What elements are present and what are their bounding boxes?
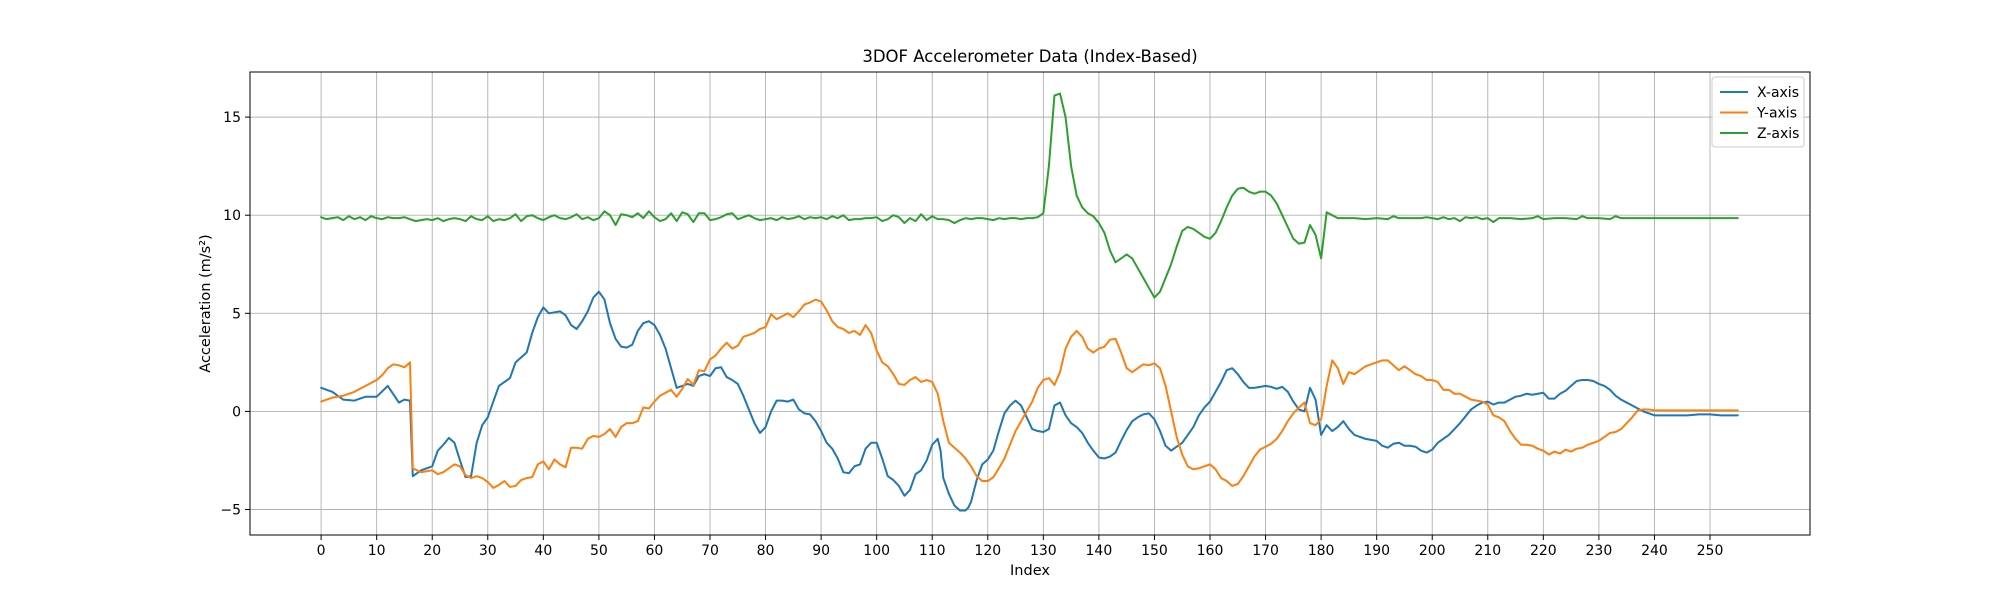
x-tick-label: 70 — [701, 543, 719, 559]
x-tick-label: 140 — [1086, 543, 1113, 559]
y-axis-label: Acceleration (m/s²) — [198, 234, 214, 372]
chart-title: 3DOF Accelerometer Data (Index-Based) — [862, 47, 1197, 66]
x-tick-label: 120 — [974, 543, 1001, 559]
y-tick-label: 5 — [232, 306, 241, 322]
x-tick-label: 240 — [1641, 543, 1668, 559]
legend-label-x-axis: X-axis — [1757, 85, 1799, 101]
x-tick-label: 40 — [534, 543, 552, 559]
x-tick-label: 160 — [1197, 543, 1224, 559]
x-tick-label: 220 — [1530, 543, 1557, 559]
x-tick-label: 60 — [646, 543, 664, 559]
x-tick-label: 250 — [1697, 543, 1724, 559]
x-tick-label: 230 — [1586, 543, 1613, 559]
legend-label-y-axis: Y-axis — [1756, 106, 1797, 122]
grid-layer — [250, 72, 1810, 535]
x-tick-label: 20 — [423, 543, 441, 559]
legend-box — [1711, 76, 1805, 148]
y-tick-label: 0 — [232, 404, 241, 420]
x-tick-label: 50 — [590, 543, 608, 559]
series-line-z-axis — [320, 92, 1739, 299]
x-tick-label: 90 — [812, 543, 830, 559]
x-tick-label: 200 — [1419, 543, 1446, 559]
x-tick-label: 0 — [317, 543, 326, 559]
x-tick-label: 180 — [1308, 543, 1335, 559]
legend-label-z-axis: Z-axis — [1757, 126, 1799, 142]
x-axis-label: Index — [1010, 563, 1050, 579]
x-tick-label: 100 — [863, 543, 890, 559]
x-tick-label: 170 — [1252, 543, 1279, 559]
y-tick-label: 10 — [223, 208, 241, 224]
tick-layer: 0 10 20 30 40 50 60 70 80 90 100 110 120 130 140 150 160… — [220, 110, 1723, 559]
x-tick-label: 130 — [1030, 543, 1057, 559]
plot-layer — [320, 92, 1739, 512]
x-tick-label: 80 — [757, 543, 775, 559]
y-tick-label: 15 — [223, 110, 241, 126]
x-tick-label: 30 — [479, 543, 497, 559]
plot-frame — [249, 71, 1811, 536]
series-line-x-axis — [320, 290, 1739, 512]
series-line-y-axis — [320, 298, 1739, 489]
y-tick-label: −5 — [220, 502, 241, 518]
legend: X-axis Y-axis Z-axis — [1711, 76, 1805, 148]
x-tick-label: 10 — [368, 543, 386, 559]
x-tick-label: 150 — [1141, 543, 1168, 559]
x-tick-label: 110 — [919, 543, 946, 559]
x-tick-label: 190 — [1363, 543, 1390, 559]
x-tick-label: 210 — [1474, 543, 1501, 559]
